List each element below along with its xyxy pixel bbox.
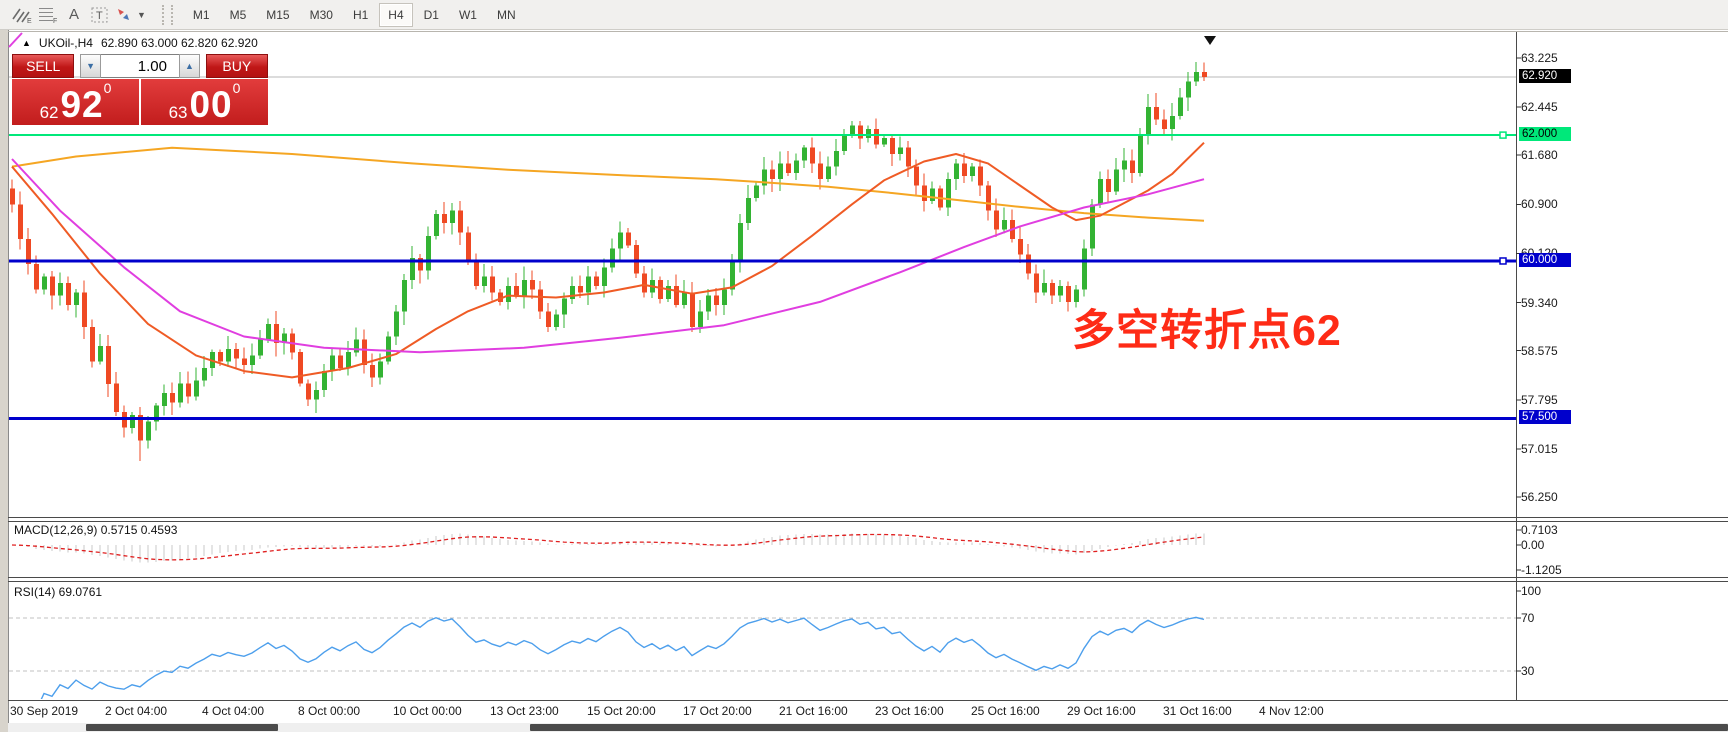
scrollbar-segment[interactable] xyxy=(530,724,1728,731)
draw-objects-icon[interactable]: E xyxy=(10,3,34,27)
sell-price-sup: 0 xyxy=(103,80,112,96)
sell-price-main: 92 xyxy=(60,84,104,125)
rsi-indicator-label: RSI(14) 69.0761 xyxy=(14,585,103,599)
one-click-trading-panel: SELL ▼ ▲ BUY 62 92 0 63 00 0 xyxy=(12,54,268,125)
chart-annotation-text: 多空转折点62 xyxy=(1072,307,1342,355)
timeframe-button-M5[interactable]: M5 xyxy=(229,7,247,22)
svg-text:F: F xyxy=(53,18,57,24)
ohlc-values: 62.890 63.000 62.820 62.920 xyxy=(100,36,258,50)
svg-text:T: T xyxy=(96,10,103,22)
symbol-period-label: UKOil-,H4 xyxy=(38,36,93,50)
buy-button[interactable]: BUY xyxy=(205,54,268,78)
grid-icon[interactable]: F xyxy=(36,3,60,27)
macd-indicator-label: MACD(12,26,9) 0.5715 0.4593 xyxy=(14,523,178,537)
horizontal-scrollbar[interactable] xyxy=(8,723,1728,732)
chevron-down-icon: ▼ xyxy=(137,9,146,20)
buy-price-prefix: 63 xyxy=(168,103,188,122)
toolbar-separator xyxy=(161,4,173,25)
buy-price-main: 00 xyxy=(189,84,233,125)
chart-ohlc-header: ▲ UKOil-,H4 62.890 63.000 62.820 62.920 xyxy=(22,36,258,50)
text-label-icon[interactable]: T xyxy=(88,3,112,27)
symbol-triangle-icon: ▲ xyxy=(22,38,31,48)
chart-window[interactable] xyxy=(8,30,1728,732)
timeframe-button-H4[interactable]: H4 xyxy=(379,2,413,27)
arrows-tool-icon[interactable]: ▼ xyxy=(114,3,146,27)
volume-increase-button[interactable]: ▲ xyxy=(179,54,200,78)
buy-price-sup: 0 xyxy=(232,80,241,96)
sell-button[interactable]: SELL xyxy=(12,54,75,78)
timeframe-button-M1[interactable]: M1 xyxy=(192,7,210,22)
sell-price-display[interactable]: 62 92 0 xyxy=(12,79,139,125)
volume-input[interactable] xyxy=(101,54,179,78)
text-tool-icon[interactable]: A xyxy=(68,6,79,23)
timeframe-button-M15[interactable]: M15 xyxy=(266,7,290,22)
timeframe-button-M30[interactable]: M30 xyxy=(309,7,333,22)
timeframe-button-W1[interactable]: W1 xyxy=(458,7,477,22)
scrollbar-segment[interactable] xyxy=(86,724,278,731)
sell-price-prefix: 62 xyxy=(39,103,59,122)
buy-price-display[interactable]: 63 00 0 xyxy=(141,79,268,125)
timeframe-group: M1 M5 M15 M30 H1 H4 D1 W1 MN xyxy=(183,2,526,27)
svg-text:E: E xyxy=(27,18,32,24)
timeframe-button-H1[interactable]: H1 xyxy=(352,7,369,22)
timeframe-button-MN[interactable]: MN xyxy=(496,7,516,22)
top-toolbar: E F A T ▼ M1 M5 M15 M30 H1 H4 D1 W1 MN xyxy=(0,0,1728,30)
volume-decrease-button[interactable]: ▼ xyxy=(80,54,101,78)
timeframe-button-D1[interactable]: D1 xyxy=(423,7,439,22)
